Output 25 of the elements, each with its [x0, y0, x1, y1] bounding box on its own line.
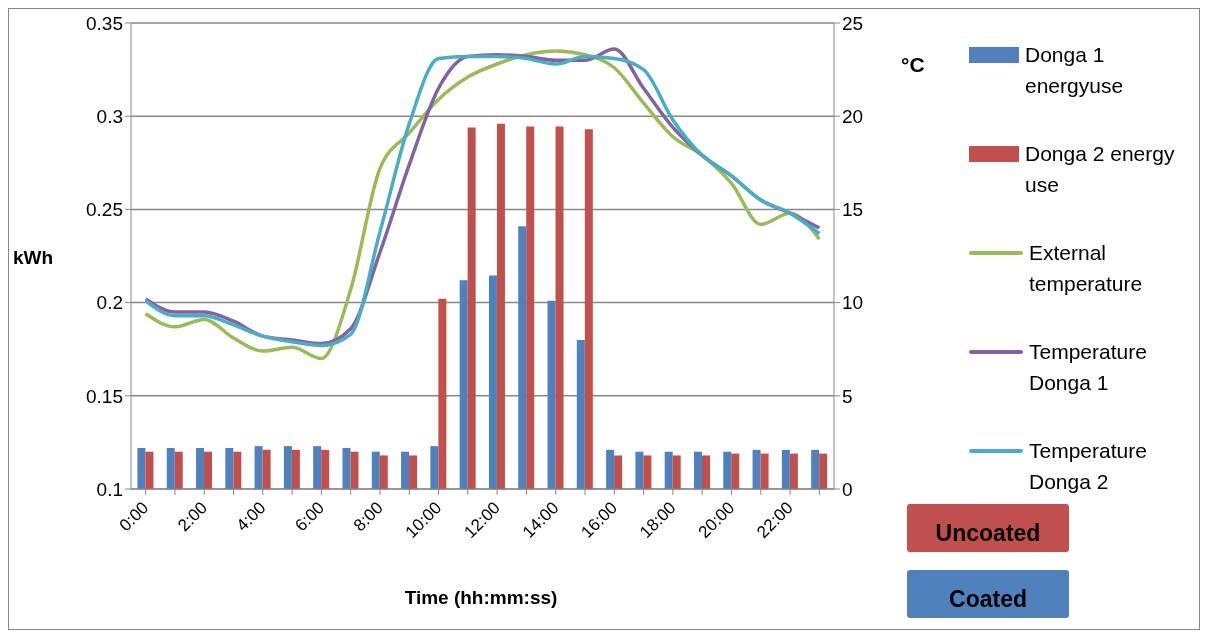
- legend-label: Temperature Donga 1: [1029, 339, 1148, 396]
- y-axis-title: kWh: [13, 247, 54, 269]
- y2-tick-label: 25: [842, 12, 864, 34]
- legend-label: Temperature Donga 2: [1029, 438, 1148, 495]
- text: Uncoated: [907, 504, 1069, 552]
- text: Coated: [907, 570, 1069, 618]
- x-tick-label: 6:00: [291, 498, 329, 536]
- y2-tick-label: 20: [842, 105, 864, 127]
- x-tick-label: 4:00: [232, 498, 270, 536]
- y-tick-label: 0.35: [86, 12, 123, 34]
- y2-tick-label: 15: [842, 199, 864, 221]
- y-tick-label: 0.1: [96, 478, 123, 500]
- legend-label: Donga 2 energy use: [1025, 141, 1176, 198]
- legend-label: Donga 1 energyuse: [1025, 42, 1125, 99]
- x-tick-label: 0:00: [115, 498, 153, 536]
- y-tick-label: 0.2: [96, 292, 123, 314]
- x-axis-title: Time (hh:mm:ss): [403, 587, 559, 609]
- y2-axis-title: °C: [901, 53, 925, 77]
- y2-tick-label: 0: [842, 478, 853, 500]
- y2-tick-label: 5: [842, 385, 853, 407]
- y-tick-label: 0.15: [86, 385, 123, 407]
- legend-label: External temperature: [1029, 240, 1144, 297]
- y2-tick-label: 10: [842, 292, 864, 314]
- y-tick-label: 0.3: [96, 105, 123, 127]
- y-tick-label: 0.25: [86, 199, 123, 221]
